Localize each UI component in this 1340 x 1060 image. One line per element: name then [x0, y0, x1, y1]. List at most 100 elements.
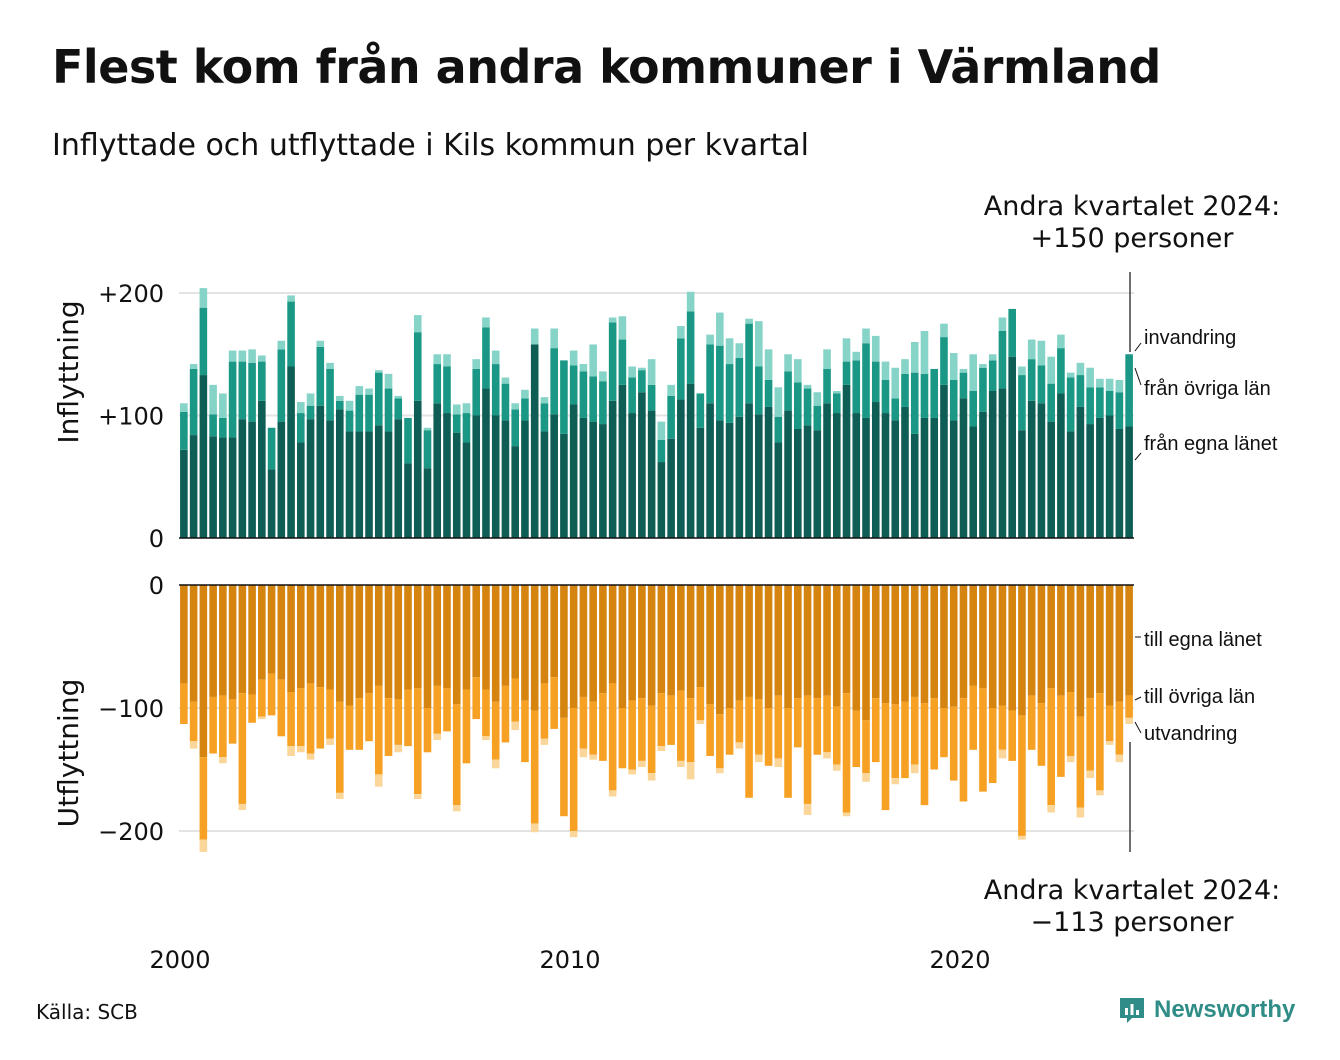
bar-segment	[920, 373, 929, 418]
bar-segment	[1086, 698, 1094, 771]
bar-segment	[413, 688, 422, 795]
bar-segment	[949, 706, 958, 781]
bar-segment	[920, 585, 929, 704]
bar-segment	[940, 323, 948, 338]
bar-segment	[1037, 403, 1046, 538]
bar-segment	[189, 368, 198, 436]
bar-segment	[530, 823, 539, 833]
bar-segment	[228, 361, 237, 438]
bar-segment	[443, 688, 451, 732]
bar-segment	[287, 366, 295, 538]
bar-segment	[686, 383, 695, 538]
bar-segment	[219, 695, 227, 758]
bar-segment	[521, 420, 529, 538]
bar-segment	[1066, 692, 1075, 756]
bar-segment	[482, 689, 490, 737]
bar-segment	[716, 312, 724, 346]
bar-segment	[901, 585, 909, 702]
bar-segment	[832, 764, 841, 771]
bar-segment	[326, 420, 334, 538]
bar-segment	[881, 585, 890, 704]
bar-segment	[1047, 688, 1055, 806]
bar-segment	[745, 403, 753, 538]
bar-segment	[1008, 710, 1016, 761]
series-label: från övriga län	[1144, 378, 1271, 400]
bar-segment	[677, 399, 685, 538]
bar-segment	[686, 585, 695, 699]
bar-segment	[404, 689, 412, 747]
bar-segment	[501, 383, 510, 421]
bar-segment	[1096, 790, 1104, 796]
bar-segment	[979, 411, 987, 538]
bar-segment	[852, 585, 861, 711]
bar-segment	[852, 360, 861, 414]
annotation-top-line: Andra kvartalet 2024:	[984, 191, 1280, 222]
bar-segment	[511, 721, 519, 731]
bar-segment	[1066, 755, 1075, 763]
bar-segment	[725, 708, 734, 755]
bar-segment	[755, 414, 763, 538]
bar-segment	[608, 317, 617, 323]
bar-segment	[998, 749, 1007, 759]
bar-segment	[394, 585, 403, 700]
bar-segment	[569, 831, 578, 838]
bar-segment	[716, 420, 724, 538]
bar-segment	[667, 395, 675, 439]
bar-segment	[1076, 362, 1085, 376]
bar-segment	[462, 413, 471, 443]
bar-segment	[891, 585, 900, 705]
bar-segment	[794, 359, 802, 383]
bar-segment	[1008, 356, 1016, 538]
bar-segment	[1125, 717, 1133, 724]
bar-segment	[852, 413, 861, 538]
bar-segment	[374, 585, 383, 686]
bar-segment	[452, 414, 461, 433]
bar-segment	[1027, 339, 1036, 360]
bar-segment	[686, 291, 695, 312]
bar-segment	[521, 389, 529, 399]
bar-segment	[1027, 585, 1036, 696]
bar-segment	[248, 421, 256, 539]
bar-segment	[589, 376, 597, 422]
bar-segment	[979, 688, 987, 792]
bar-segment	[1066, 377, 1075, 432]
bar-segment	[258, 716, 266, 720]
label-leader	[1134, 452, 1142, 461]
bar-segment	[248, 349, 256, 363]
bar-segment	[1047, 356, 1055, 384]
bar-segment	[764, 585, 773, 708]
bar-segment	[1037, 365, 1046, 404]
bar-segment	[677, 326, 685, 339]
bar-segment	[209, 696, 217, 754]
bar-segment	[794, 698, 802, 748]
bar-segment	[228, 699, 237, 744]
series-label: från egna länet	[1144, 433, 1278, 455]
bar-segment	[258, 585, 266, 680]
bar-segment	[910, 433, 919, 539]
bar-segment	[677, 760, 685, 768]
bar-segment	[988, 391, 997, 538]
bar-segment	[365, 394, 373, 432]
bar-segment	[1057, 695, 1065, 777]
bar-segment	[258, 679, 266, 717]
bar-segment	[930, 417, 939, 538]
bar-segment	[832, 393, 841, 414]
bar-segment	[335, 400, 344, 410]
bar-segment	[667, 384, 675, 396]
bar-segment	[491, 350, 500, 365]
newsworthy-logo[interactable]: Newsworthy	[1118, 996, 1295, 1024]
bar-segment	[784, 410, 792, 538]
bar-segment	[404, 417, 412, 464]
bar-segment	[764, 406, 773, 538]
y-axis-title-bottom: Utflyttning	[52, 679, 85, 828]
bar-segment	[482, 317, 490, 328]
bar-segment	[910, 696, 919, 765]
bar-segment	[608, 322, 617, 401]
bar-segment	[569, 350, 578, 366]
bar-segment	[881, 361, 890, 380]
bar-segment	[1096, 585, 1104, 694]
bar-segment	[550, 677, 558, 729]
bar-segment	[365, 693, 373, 742]
bar-segment	[189, 741, 198, 749]
